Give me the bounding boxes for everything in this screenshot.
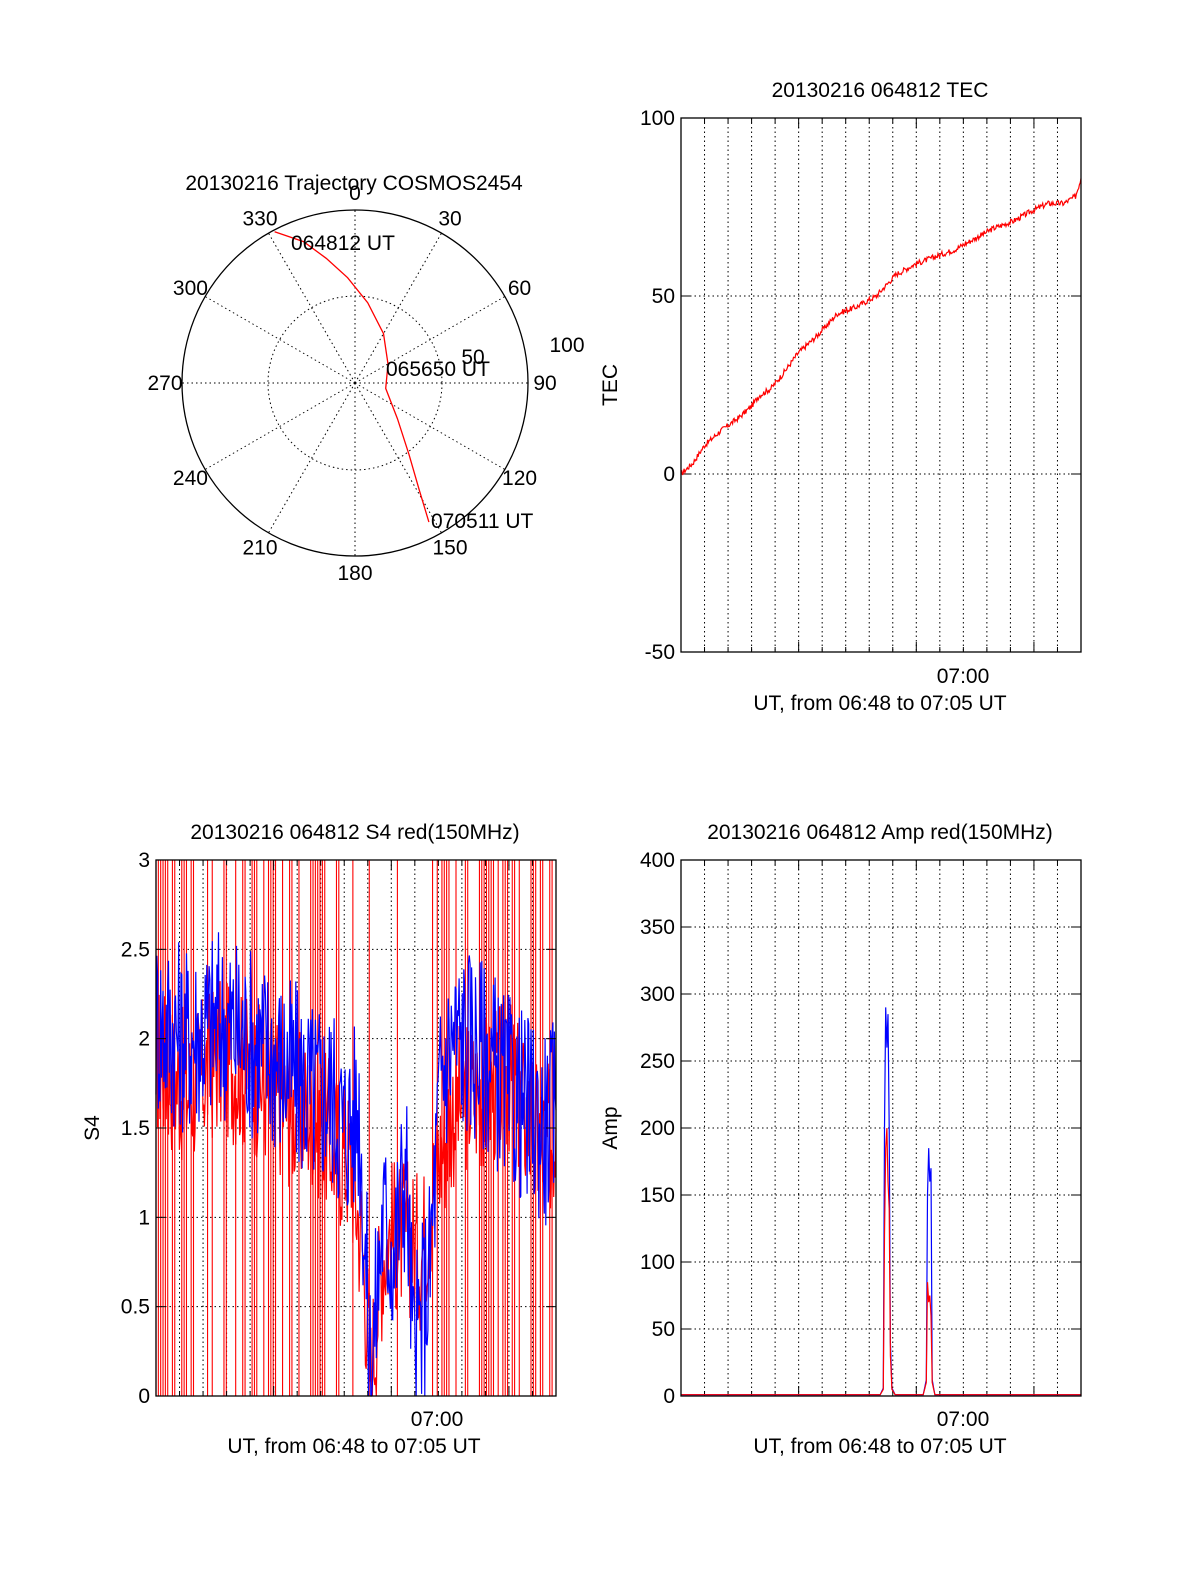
trajectory-mid-label: 065650 UT [386, 358, 490, 381]
s4-panel: 20130216 064812 S4 red(150MHz) 0 0.5 1 1.5 2… [81, 821, 557, 1458]
amp-y-tick-label: 350 [640, 916, 675, 939]
amp-y-tick-label: 400 [640, 849, 675, 872]
polar-angle-label-300: 300 [173, 277, 208, 300]
s4-series [155, 932, 557, 1397]
amp-grid [681, 860, 1081, 1396]
amp-x-tick-label: 07:00 [937, 1408, 990, 1431]
polar-spoke-30 [354, 232, 442, 384]
trajectory-start-label: 064812 UT [291, 232, 395, 255]
trajectory-track [274, 231, 430, 523]
polar-angle-label-270: 270 [147, 372, 182, 395]
s4-y-tick-label: 1 [138, 1206, 150, 1229]
tec-series [680, 178, 1082, 476]
amp-panel: 20130216 064812 Amp red(150MHz) 0 50 100 15… [599, 821, 1082, 1458]
trajectory-panel: 20130216 Trajectory COSMOS2454 0 30 60 90 12… [147, 172, 584, 585]
polar-spoke-150 [354, 382, 442, 534]
polar-spoke-300 [204, 296, 356, 384]
s4-y-label: S4 [81, 1115, 104, 1141]
amp-y-tick-label: 50 [652, 1318, 675, 1341]
amp-y-tick-label: 250 [640, 1050, 675, 1073]
amp-y-tick-label: 300 [640, 983, 675, 1006]
tec-y-tick-label: 0 [663, 463, 675, 486]
amp-frame [680, 859, 1082, 1397]
tec-x-ticks [680, 118, 1082, 652]
polar-angle-label-330: 330 [242, 207, 277, 230]
polar-angle-label-120: 120 [502, 467, 537, 490]
s4-y-tick-label: 0 [138, 1385, 150, 1408]
tec-frame [680, 117, 1082, 653]
polar-angle-label-30: 30 [438, 207, 461, 230]
tec-series-0-line [680, 178, 1082, 476]
polar-angle-label-210: 210 [242, 537, 277, 560]
s4-y-tick-label: 2 [138, 1028, 150, 1051]
polar-angle-label-90: 90 [533, 372, 556, 395]
s4-title: 20130216 064812 S4 red(150MHz) [190, 821, 519, 844]
polar-spoke-330 [268, 232, 356, 384]
polar-radial-label-inner: 50 [461, 346, 484, 369]
amp-x-label: UT, from 06:48 to 07:05 UT [753, 1435, 1006, 1458]
amp-series [681, 1007, 1081, 1396]
tec-title: 20130216 064812 TEC [772, 79, 989, 102]
trajectory-title: 20130216 Trajectory COSMOS2454 [185, 172, 523, 195]
amp-y-label: Amp [599, 1106, 622, 1149]
s4-y-tick-label: 1.5 [121, 1117, 150, 1140]
polar-angle-label-240: 240 [173, 467, 208, 490]
polar-radial-label-outer: 100 [549, 334, 584, 357]
polar-angle-label-150: 150 [432, 537, 467, 560]
tec-y-ticks: -50 0 50 100 [640, 107, 1081, 664]
polar-angle-label-0: 0 [349, 182, 361, 205]
tec-x-tick-label: 07:00 [937, 665, 990, 688]
s4-frame [155, 859, 557, 1397]
s4-y-tick-label: 0.5 [121, 1296, 150, 1319]
amp-y-ticks: 0 50 100 150 200 250 300 350 400 [640, 849, 1081, 1408]
amp-series-0-line [681, 1127, 1081, 1396]
tec-y-label: TEC [599, 364, 622, 406]
polar-angle-labels: 0 30 60 90 120 150 180 210 240 270 300 330 [147, 182, 556, 585]
tec-x-label: UT, from 06:48 to 07:05 UT [753, 692, 1006, 715]
amp-title: 20130216 064812 Amp red(150MHz) [707, 821, 1053, 844]
polar-spokes [182, 210, 528, 556]
amp-y-tick-label: 150 [640, 1184, 675, 1207]
trajectory-end-label: 070511 UT [431, 510, 534, 533]
tec-y-tick-label: 50 [652, 285, 675, 308]
s4-x-label: UT, from 06:48 to 07:05 UT [227, 1435, 480, 1458]
s4-y-ticks: 0 0.5 1 1.5 2 2.5 3 [121, 849, 556, 1408]
amp-series-1-line [681, 1007, 1081, 1396]
s4-y-tick-label: 2.5 [121, 938, 150, 961]
amp-y-tick-label: 200 [640, 1117, 675, 1140]
polar-spoke-210 [268, 382, 356, 534]
s4-x-tick-label: 07:00 [411, 1408, 464, 1431]
polar-spoke-120 [354, 382, 506, 470]
polar-angle-label-60: 60 [508, 277, 531, 300]
polar-spoke-240 [204, 382, 356, 470]
polar-outer-ring [181, 209, 529, 557]
s4-y-tick-label: 3 [138, 849, 150, 872]
tec-y-tick-label: -50 [645, 641, 675, 664]
polar-angle-label-180: 180 [337, 562, 372, 585]
tec-panel: 20130216 064812 TEC -50 0 50 100 07:00 UT, … [599, 79, 1082, 715]
s4-series-1-line [155, 932, 557, 1397]
tec-y-tick-label: 100 [640, 107, 675, 130]
amp-y-tick-label: 0 [663, 1385, 675, 1408]
tec-grid [681, 118, 1081, 652]
amp-y-tick-label: 100 [640, 1251, 675, 1274]
polar-spoke-60 [354, 296, 506, 384]
